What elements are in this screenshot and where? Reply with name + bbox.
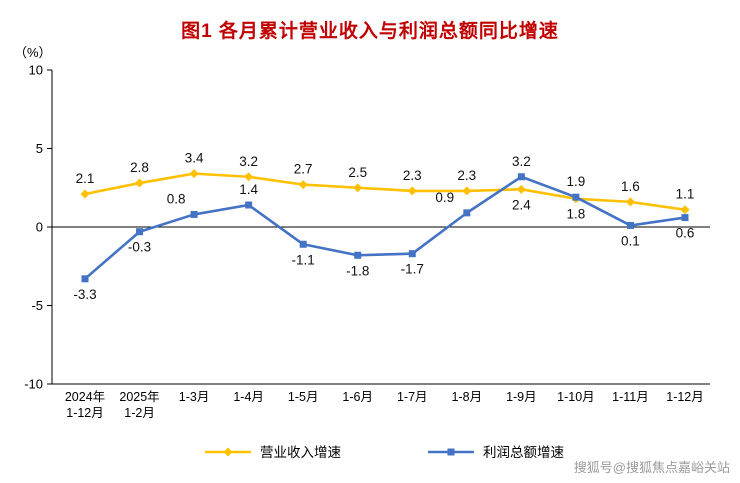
legend-marker-diamond [223, 447, 233, 457]
x-tick-label: 2024年 [65, 390, 105, 404]
data-point-square [681, 214, 689, 222]
x-tick-label: 1-5月 [288, 390, 319, 404]
data-label: -1.1 [292, 252, 315, 267]
x-tick-label: 1-12月 [666, 390, 704, 404]
data-point-diamond [625, 197, 635, 207]
y-tick-label: 5 [36, 141, 43, 156]
data-label: 0.6 [676, 226, 695, 241]
data-label: 1.8 [567, 207, 586, 222]
y-tick-label: -5 [31, 298, 43, 313]
legend-marker-square [447, 448, 455, 456]
data-label: 3.4 [185, 151, 204, 166]
data-point-square [572, 193, 580, 201]
y-axis-unit-label: （%） [14, 45, 52, 60]
data-label: -3.3 [73, 287, 96, 302]
data-label: 2.5 [348, 165, 367, 180]
chart-title: 图1 各月累计营业收入与利润总额同比增速 [181, 21, 559, 42]
data-point-square [408, 250, 416, 258]
data-point-diamond [189, 169, 199, 179]
data-label: 2.7 [294, 162, 313, 177]
data-label: -1.8 [346, 263, 369, 278]
data-label: 2.3 [457, 168, 476, 183]
x-tick-label: 1-7月 [397, 390, 428, 404]
x-tick-label: 1-6月 [342, 390, 373, 404]
x-tick-label: 1-8月 [452, 390, 483, 404]
data-point-square [136, 228, 144, 236]
x-tick-label: 1-12月 [66, 406, 104, 420]
data-label: -0.3 [128, 240, 151, 255]
data-label: 3.2 [239, 154, 258, 169]
data-point-diamond [353, 183, 363, 193]
x-tick-label: 1-10月 [557, 390, 595, 404]
data-label: 1.9 [567, 174, 586, 189]
data-point-diamond [407, 186, 417, 196]
data-label: 2.8 [130, 160, 149, 175]
data-point-square [299, 240, 307, 248]
data-label: 1.1 [676, 187, 695, 202]
x-tick-label: 2025年 [119, 390, 159, 404]
x-tick-label: 1-3月 [179, 390, 210, 404]
data-label: 0.1 [621, 233, 640, 248]
x-tick-label: 1-9月 [506, 390, 537, 404]
x-tick-label: 1-11月 [612, 390, 649, 404]
y-tick-label: -10 [24, 377, 43, 392]
data-point-square [463, 209, 471, 217]
data-point-diamond [680, 205, 690, 215]
series-line-1 [84, 175, 686, 280]
data-point-diamond [244, 172, 254, 182]
data-point-diamond [516, 184, 526, 194]
x-tick-label: 1-4月 [233, 390, 264, 404]
legend-label-1: 利润总额增速 [483, 445, 564, 460]
data-label: 1.4 [239, 182, 258, 197]
data-point-square [245, 201, 253, 209]
data-point-diamond [135, 178, 145, 188]
data-label: 0.9 [435, 190, 454, 205]
watermark: 搜狐号@搜狐焦点嘉峪关站 [573, 460, 730, 475]
data-point-square [626, 221, 634, 229]
data-label: 2.1 [76, 171, 95, 186]
data-point-diamond [298, 180, 308, 190]
data-point-square [517, 173, 525, 181]
y-tick-label: 10 [29, 63, 43, 78]
series-line-0 [84, 172, 686, 212]
data-label: 0.8 [167, 191, 186, 206]
data-point-diamond [80, 189, 90, 199]
data-point-diamond [462, 186, 472, 196]
x-tick-label: 1-2月 [124, 406, 155, 420]
data-point-square [354, 251, 362, 259]
data-label: 2.3 [403, 168, 422, 183]
data-point-square [81, 275, 89, 283]
data-label: 1.6 [621, 179, 640, 194]
legend-label-0: 营业收入增速 [260, 445, 341, 460]
data-point-square [190, 210, 198, 218]
data-label: 3.2 [512, 154, 531, 169]
data-label: 2.4 [512, 197, 531, 212]
data-label: -1.7 [401, 262, 424, 277]
y-tick-label: 0 [36, 220, 43, 235]
